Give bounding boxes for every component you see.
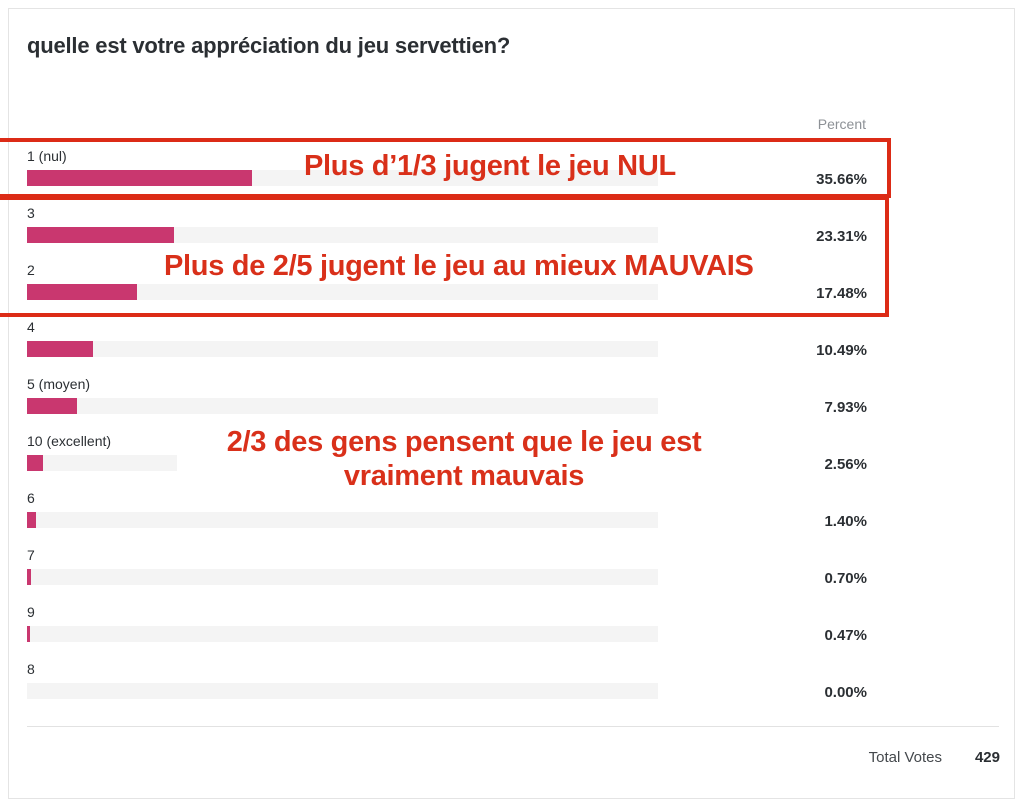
poll-option-label: 3 [27,205,35,221]
poll-option-label: 1 (nul) [27,148,67,164]
poll-option-bar-track [27,341,658,357]
poll-question-title: quelle est votre appréciation du jeu ser… [27,33,511,58]
poll-option-bar-track [27,683,658,699]
poll-option-percent: 0.70% [824,570,867,587]
poll-option-percent: 17.48% [816,285,867,302]
poll-option-label: 4 [27,319,35,335]
poll-option-bar-fill [27,455,44,471]
poll-option-label: 7 [27,547,35,563]
annotation-text-mauvais: Plus de 2/5 jugent le jeu au mieux MAUVA… [164,250,754,282]
poll-option-bar-fill [27,626,30,642]
poll-option-label: 5 (moyen) [27,376,91,392]
poll-option-percent: 1.40% [824,513,867,530]
poll-option-bar-track [27,170,658,186]
total-votes-label: Total Votes [868,749,942,766]
poll-option-bar-track [27,398,658,414]
poll-option-bar-track [27,512,658,528]
poll-option-bar-track [27,284,658,300]
poll-option-label: 8 [27,661,35,677]
poll-option-bar-fill [27,170,252,186]
poll-option-bar-fill [27,227,175,243]
poll-option-percent: 10.49% [816,342,867,359]
poll-option-percent: 7.93% [824,399,867,416]
poll-option-bar-fill [27,512,36,528]
annotation-note-line2: vraiment mauvais [343,460,585,492]
poll-option-percent: 2.56% [824,456,867,473]
poll-option-row: 4 10.49% [27,319,867,376]
poll-option-row: 6 1.40% [27,490,867,547]
poll-option-bar-fill [27,284,138,300]
poll-option-row: 9 0.47% [27,604,867,661]
poll-option-bar-fill [27,398,78,414]
poll-option-label: 2 [27,262,35,278]
annotation-text-nul: Plus d’1/3 jugent le jeu NUL [304,150,676,182]
poll-option-label: 9 [27,604,35,620]
footer-divider [27,726,999,727]
poll-option-label: 6 [27,490,35,506]
poll-option-row: 3 23.31% [27,205,867,262]
poll-option-row: 10 (excellent) 2.56% [27,433,867,490]
poll-option-percent: 23.31% [816,228,867,245]
poll-option-bar-fill [27,569,32,585]
percent-column-header: Percent [817,116,866,132]
poll-option-row: 7 0.70% [27,547,867,604]
annotation-note: 2/3 des gens pensent que le jeu est vrai… [200,425,728,493]
poll-option-row: 5 (moyen) 7.93% [27,376,867,433]
poll-option-percent: 0.00% [824,684,867,701]
poll-option-bar-track [27,569,658,585]
poll-option-label: 10 (excellent) [27,433,112,449]
poll-option-bar-track [27,455,177,471]
poll-option-percent: 35.66% [816,171,867,188]
poll-option-percent: 0.47% [824,627,867,644]
total-votes-value: 429 [974,749,1000,766]
poll-option-row: 2 17.48% [27,262,867,319]
poll-option-row: 1 (nul) 35.66% [27,148,867,205]
poll-option-row: 8 0.00% [27,661,867,718]
annotation-note-line1: 2/3 des gens pensent que le jeu est [226,426,702,458]
annotation-box-mauvais [0,196,889,317]
poll-option-bar-fill [27,341,94,357]
poll-option-bar-track [27,626,658,642]
poll-option-bar-track [27,227,658,243]
